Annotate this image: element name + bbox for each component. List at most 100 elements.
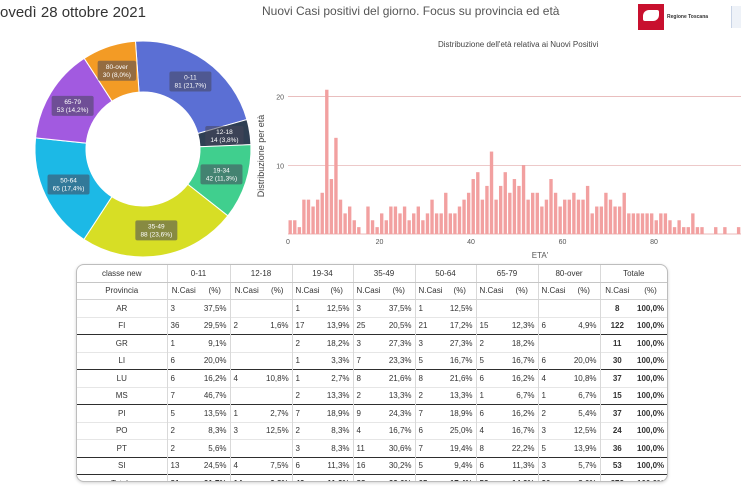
pct-cell: 9,1%: [208, 338, 227, 348]
pct-cell: 8,0%: [568, 474, 601, 481]
histogram-bar: [544, 199, 549, 234]
province-cell: AR: [116, 303, 128, 313]
ncasi-cell: 5: [166, 404, 200, 422]
ncasi-cell: 3: [352, 299, 384, 317]
histogram-bar: [572, 192, 576, 234]
x-tick-label: 40: [467, 239, 475, 246]
province-cell: PI: [117, 408, 126, 418]
ncasi-cell: 3: [352, 334, 384, 352]
pct-cell: 12,5%: [266, 426, 289, 436]
donut-label-name: 65-79: [64, 99, 81, 106]
total-ncasi-cell: 24: [599, 422, 635, 440]
pct-cell: 25,0%: [449, 426, 473, 436]
ncasi-cell: 5: [537, 439, 569, 457]
total-pct-cell: 100,0%: [637, 408, 665, 418]
ncasi-cell: 36: [166, 317, 200, 335]
histogram-bar: [723, 227, 727, 234]
pct-cell: 3,3%: [331, 356, 350, 366]
pct-cell: 11,3%: [327, 461, 350, 471]
histogram-bar: [375, 227, 379, 234]
table-row: MS 7 46,7% 2 13,3% 2 13,3% 2 13,3% 1 6,7% 1 6,7% 15 10…: [77, 387, 667, 405]
pct-cell: 12,5%: [449, 303, 473, 313]
total-pct-cell: 100,0%: [637, 443, 665, 453]
donut-label-name: 80-over: [106, 64, 129, 71]
histogram-bar: [613, 206, 617, 234]
pct-cell: 6,7%: [578, 391, 597, 401]
histogram-bar: [581, 199, 585, 234]
histogram-bar: [485, 185, 489, 234]
table-row: FI 36 29,5% 2 1,6% 17 13,9% 25 20,5% 21 17,2% 15 12,…: [77, 317, 667, 335]
ncasi-header: N.Casi: [166, 282, 200, 300]
ncasi-cell: 1: [291, 299, 322, 317]
pct-cell: [506, 300, 538, 318]
histogram-bar: [389, 206, 393, 234]
province-cell: LU: [116, 373, 127, 383]
ncasi-header: N.Casi: [229, 282, 264, 300]
histogram-bar: [457, 206, 462, 234]
histogram-bar: [736, 227, 741, 234]
histogram-bar: [293, 220, 297, 234]
ncasi-cell: 7: [414, 404, 445, 422]
table-group-header-row: classe new 0-11 12-18 19-34 35-49 50-64 65-79 8…: [77, 265, 667, 283]
histogram-bar: [393, 206, 398, 234]
total-ncasi-cell: 373: [599, 474, 635, 481]
total-pct-cell: 100,0%: [637, 321, 665, 331]
ncasi-cell: 11: [352, 439, 384, 457]
ncasi-cell: 2: [166, 422, 200, 440]
donut-label-name: 50-64: [60, 177, 77, 184]
ncasi-cell: 5: [475, 352, 507, 370]
ncasi-cell: 6: [537, 317, 569, 335]
histogram-bar: [631, 213, 636, 234]
province-cell: GR: [115, 338, 128, 348]
histogram-bar: [672, 227, 677, 234]
histogram-bar: [595, 206, 599, 234]
ncasi-cell: [229, 439, 264, 457]
histogram-bar: [448, 213, 453, 234]
ncasi-cell: 1: [537, 387, 569, 405]
group-header: 19-34: [291, 265, 354, 283]
total-pct-cell: 100,0%: [637, 426, 665, 436]
histogram-bar: [682, 227, 686, 234]
histogram-bar: [347, 206, 352, 234]
ncasi-cell: 4: [229, 457, 264, 475]
histogram-bar: [695, 227, 700, 234]
histogram-bar: [288, 220, 292, 234]
pct-cell: 30,6%: [388, 443, 412, 453]
province-cell: LI: [118, 356, 126, 366]
histogram-bar: [517, 185, 521, 234]
pct-cell: 18,2%: [326, 338, 350, 348]
ncasi-cell: 2: [229, 317, 264, 335]
histogram-bar: [668, 220, 672, 234]
pct-cell: 7,5%: [270, 461, 289, 471]
ncasi-cell: [475, 299, 507, 317]
histogram-bar: [462, 199, 466, 234]
histogram-bar: [416, 206, 420, 234]
ncasi-cell: 2: [475, 334, 507, 352]
donut-label-value: 81 (21,7%): [175, 82, 207, 89]
group-header: classe new: [77, 265, 167, 283]
pct-cell: 10,8%: [573, 373, 597, 383]
histogram-bar: [471, 179, 475, 234]
ncasi-header: N.Casi: [414, 282, 445, 300]
histogram-bar: [677, 220, 681, 234]
total-ncasi-cell: 37: [599, 404, 635, 422]
pct-cell: 2,7%: [270, 408, 289, 418]
pct-cell: [263, 352, 292, 370]
pct-cell: [568, 335, 600, 353]
histogram-bar: [444, 192, 448, 234]
province-header: Provincia: [77, 282, 167, 300]
total-pct-cell: 100,0%: [637, 373, 665, 383]
age-distribution-histogram: Distribuzione dell'età relativa ai Nuovi…: [256, 40, 741, 260]
histogram-bar: [508, 192, 512, 234]
group-header: 35-49: [352, 265, 416, 283]
pct-cell: 17,4%: [444, 474, 477, 481]
pct-cell: 8,3%: [331, 443, 350, 453]
pct-cell: 23,3%: [388, 356, 412, 366]
histogram-bar: [421, 220, 425, 234]
ncasi-cell: 1: [291, 369, 322, 387]
table-row: SI 13 24,5% 4 7,5% 6 11,3% 16 30,2% 5 9,4% 6 11,3% 3 5…: [77, 457, 667, 475]
